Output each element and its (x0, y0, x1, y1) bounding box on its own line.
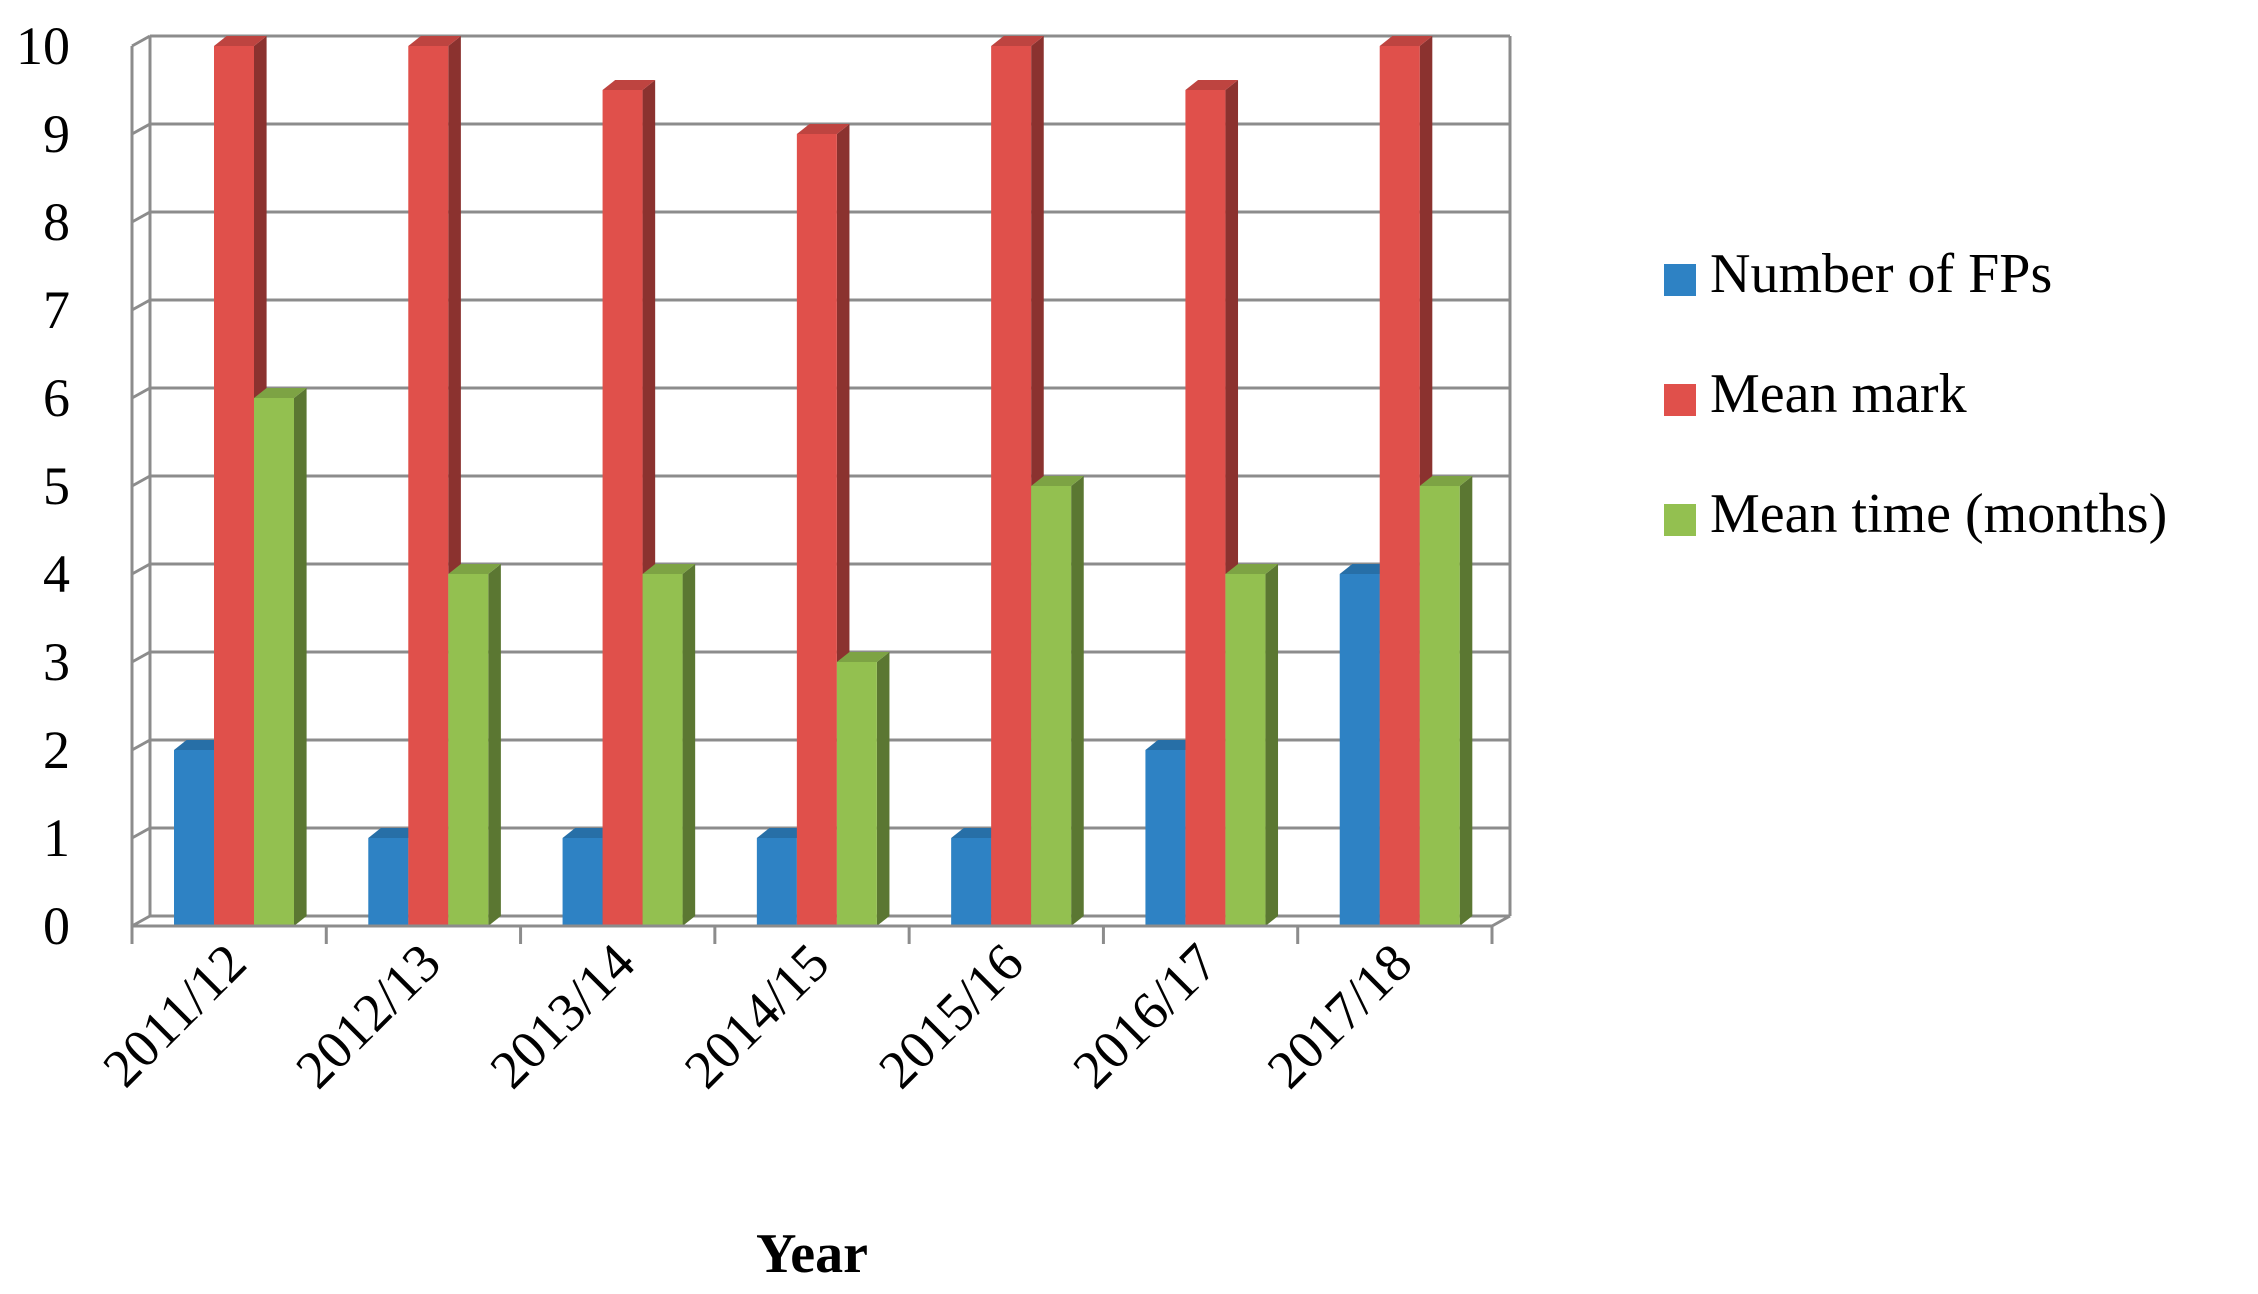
bar-front (642, 574, 683, 926)
bar-front (1379, 46, 1420, 926)
x-axis-title: Year (756, 1223, 868, 1285)
bar-top (796, 124, 850, 134)
bar-top (408, 36, 461, 46)
bar-top (448, 564, 501, 574)
x-tick-label: 2011/12 (91, 932, 257, 1098)
legend: Number of FPs Mean mark Mean time (months) (1664, 243, 2167, 545)
legend-label: Mean mark (1710, 363, 1967, 425)
x-tick-label: 2013/14 (479, 932, 647, 1100)
bar-front (951, 838, 992, 926)
gridline-side (131, 562, 151, 576)
x-tick-label: 2017/18 (1256, 932, 1424, 1100)
bar-side (294, 388, 307, 926)
bar (642, 564, 696, 926)
bar-front (756, 838, 797, 926)
bars (174, 36, 1473, 926)
bar-top (368, 828, 421, 838)
bar-top (1419, 476, 1473, 486)
bar-front (562, 838, 603, 926)
bar-top (1225, 564, 1279, 574)
bar-top (1185, 80, 1239, 90)
bar-side (1265, 564, 1279, 926)
bar-top (642, 564, 696, 574)
y-tick-label: 2 (43, 720, 70, 780)
bar-side (682, 564, 696, 926)
x-tick-label: 2014/15 (673, 932, 841, 1100)
y-tick-label: 7 (43, 280, 70, 340)
gridline-side (131, 34, 151, 48)
bar-front (448, 574, 489, 926)
bar (254, 388, 307, 926)
bar-top (1339, 564, 1393, 574)
bar-side (1459, 476, 1473, 926)
legend-label: Mean time (months) (1710, 483, 2167, 545)
x-tick-label: 2015/16 (867, 932, 1035, 1100)
legend-swatch (1664, 264, 1696, 296)
gridline-side (131, 122, 151, 136)
y-tick-label: 6 (43, 368, 70, 428)
bar-front (1419, 486, 1460, 926)
y-tick-label: 10 (16, 16, 70, 76)
bar-front (214, 46, 254, 926)
bar-top (254, 388, 307, 398)
bar-front (368, 838, 409, 926)
y-tick-label: 1 (43, 808, 70, 868)
bar-side (1071, 476, 1084, 926)
legend-label: Number of FPs (1710, 243, 2052, 305)
bar-top (1145, 740, 1199, 750)
legend-swatch (1664, 504, 1696, 536)
bar (1225, 564, 1279, 926)
bar-top (991, 36, 1044, 46)
bar-front (174, 750, 214, 926)
gridline-side (131, 914, 151, 928)
bar (448, 564, 501, 926)
bar (796, 124, 850, 926)
gridline-side (131, 474, 151, 488)
x-tick-label: 2012/13 (284, 932, 452, 1100)
legend-swatch (1664, 384, 1696, 416)
bar-side (876, 652, 890, 926)
bar-top (214, 36, 267, 46)
y-tick-label: 8 (43, 192, 70, 252)
bar-front (991, 46, 1032, 926)
gridline-side (131, 826, 151, 840)
bar-front (1339, 574, 1380, 926)
bar-top (756, 828, 810, 838)
bar-top (1379, 36, 1433, 46)
gridline-side (131, 650, 151, 664)
bar-top (836, 652, 890, 662)
y-tick-label: 9 (43, 104, 70, 164)
bar-front (1031, 486, 1072, 926)
floor-edge (1491, 914, 1511, 928)
y-tick-label: 3 (43, 632, 70, 692)
x-tick-label: 2016/17 (1061, 932, 1229, 1100)
bar (1031, 476, 1084, 926)
bar-top (562, 828, 616, 838)
bar-front (1225, 574, 1266, 926)
gridline-side (131, 210, 151, 224)
bar-front (796, 134, 837, 926)
bar-front (254, 398, 294, 926)
bar-top (174, 740, 227, 750)
bar-front (836, 662, 877, 926)
bar-side (488, 564, 501, 926)
gridline-side (131, 386, 151, 400)
bar-front (1145, 750, 1186, 926)
bar-front (1185, 90, 1226, 926)
bar-front (602, 90, 643, 926)
bar (836, 652, 890, 926)
bar-top (951, 828, 1004, 838)
gridline-side (131, 738, 151, 752)
bar (1419, 476, 1473, 926)
gridline-side (131, 298, 151, 312)
bar-top (602, 80, 656, 90)
bar-top (1031, 476, 1084, 486)
y-tick-label: 4 (43, 544, 70, 604)
y-tick-label: 0 (43, 896, 70, 956)
bar-front (408, 46, 449, 926)
y-tick-label: 5 (43, 456, 70, 516)
